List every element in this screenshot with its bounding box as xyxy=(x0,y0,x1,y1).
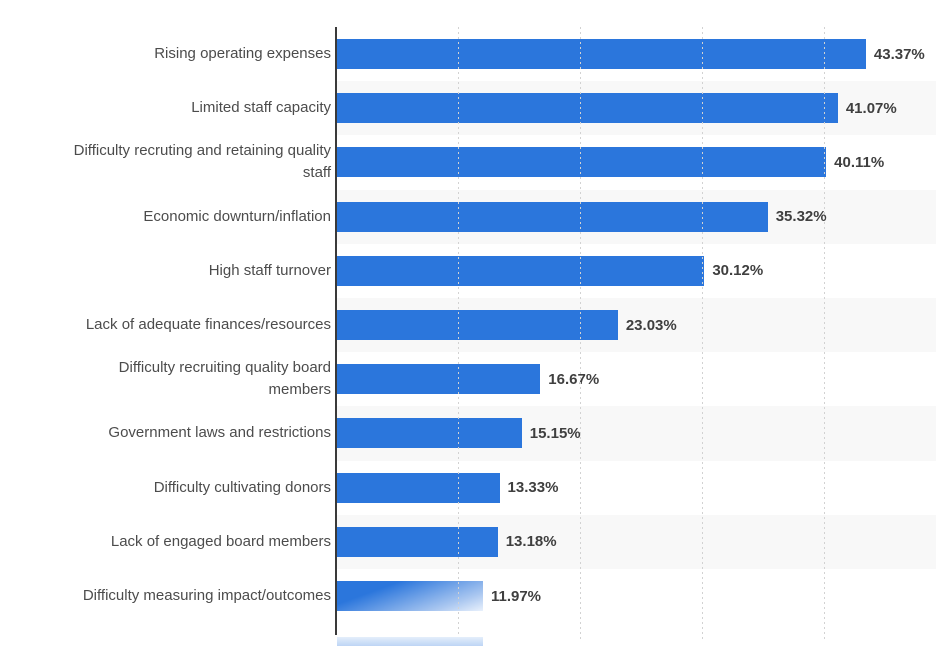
bar[interactable] xyxy=(337,93,838,124)
category-label: Difficulty cultivating donors xyxy=(0,461,336,515)
gridline xyxy=(457,27,459,642)
chart-row: Economic downturn/inflation 35.32% xyxy=(0,189,936,244)
category-label: Difficulty measuring impact/outcomes xyxy=(0,569,336,623)
bar[interactable] xyxy=(337,147,827,178)
bar[interactable] xyxy=(337,581,483,612)
category-label-line: Difficulty recruting and retaining quali… xyxy=(73,142,331,160)
category-label-line: High staff turnover xyxy=(208,261,331,279)
chart-row: Difficulty measuring impact/outcomes 11.9… xyxy=(0,569,936,623)
category-label-line: Lack of adequate finances/resources xyxy=(85,316,331,334)
chart-row: Lack of adequate finances/resources 23.03… xyxy=(0,298,936,353)
category-label-line: Difficulty measuring impact/outcomes xyxy=(82,587,331,605)
category-label: High staff turnover xyxy=(0,244,336,298)
chart-row: Government laws and restrictions 15.15% xyxy=(0,406,936,461)
gridline xyxy=(579,27,581,642)
partial-bar-cutoff xyxy=(337,637,483,646)
bar[interactable] xyxy=(337,310,618,341)
chart-row: Difficulty recruting and retaining quali… xyxy=(0,135,936,189)
value-label: 35.32% xyxy=(775,208,827,226)
value-label: 15.15% xyxy=(529,424,581,442)
chart-row: Lack of engaged board members 13.18% xyxy=(0,514,936,569)
bar[interactable] xyxy=(337,418,522,449)
category-label-line: Government laws and restrictions xyxy=(108,424,331,442)
value-label: 13.33% xyxy=(507,479,559,497)
y-axis-line xyxy=(335,27,337,635)
category-label: Limited staff capacity xyxy=(0,81,336,135)
value-label: 40.11% xyxy=(834,153,885,171)
bar[interactable] xyxy=(337,39,866,70)
value-label: 13.18% xyxy=(505,533,557,551)
category-label: Rising operating expenses xyxy=(0,27,336,81)
category-label-line: Economic downturn/inflation xyxy=(143,207,331,225)
value-label: 41.07% xyxy=(845,99,897,117)
chart-row: High staff turnover 30.12% xyxy=(0,244,936,298)
category-label: Lack of adequate finances/resources xyxy=(0,298,336,352)
category-label-line: Lack of engaged board members xyxy=(110,532,331,550)
value-label: 11.97% xyxy=(490,587,542,605)
category-label: Lack of engaged board members xyxy=(0,515,336,569)
bar[interactable] xyxy=(337,255,705,286)
category-label: Difficulty recruiting quality board membe… xyxy=(0,352,336,406)
category-label-line: Limited staff capacity xyxy=(191,99,331,117)
category-label-line: staff xyxy=(302,164,331,182)
chart-row: Difficulty recruiting quality board membe… xyxy=(0,352,936,406)
category-label-line: Difficulty cultivating donors xyxy=(153,478,331,496)
bar[interactable] xyxy=(337,364,541,395)
gridline xyxy=(701,27,703,642)
chart-row: Rising operating expenses 43.37% xyxy=(0,27,936,81)
chart-row: Limited staff capacity 41.07% xyxy=(0,81,936,136)
category-label-line: Rising operating expenses xyxy=(154,45,331,63)
bar[interactable] xyxy=(337,472,500,503)
category-label-line: Difficulty recruiting quality board xyxy=(118,359,331,377)
value-label: 43.37% xyxy=(873,45,925,63)
category-label: Economic downturn/inflation xyxy=(0,190,336,244)
bar[interactable] xyxy=(337,526,498,557)
category-label-line: members xyxy=(268,381,331,399)
chart-row: Difficulty cultivating donors 13.33% xyxy=(0,461,936,515)
value-label: 16.67% xyxy=(548,370,600,388)
category-label: Government laws and restrictions xyxy=(0,406,336,460)
bar[interactable] xyxy=(337,201,768,232)
value-label: 30.12% xyxy=(712,262,764,280)
category-label: Difficulty recruting and retaining quali… xyxy=(0,135,336,189)
value-label: 23.03% xyxy=(625,316,677,334)
gridline xyxy=(823,27,825,642)
